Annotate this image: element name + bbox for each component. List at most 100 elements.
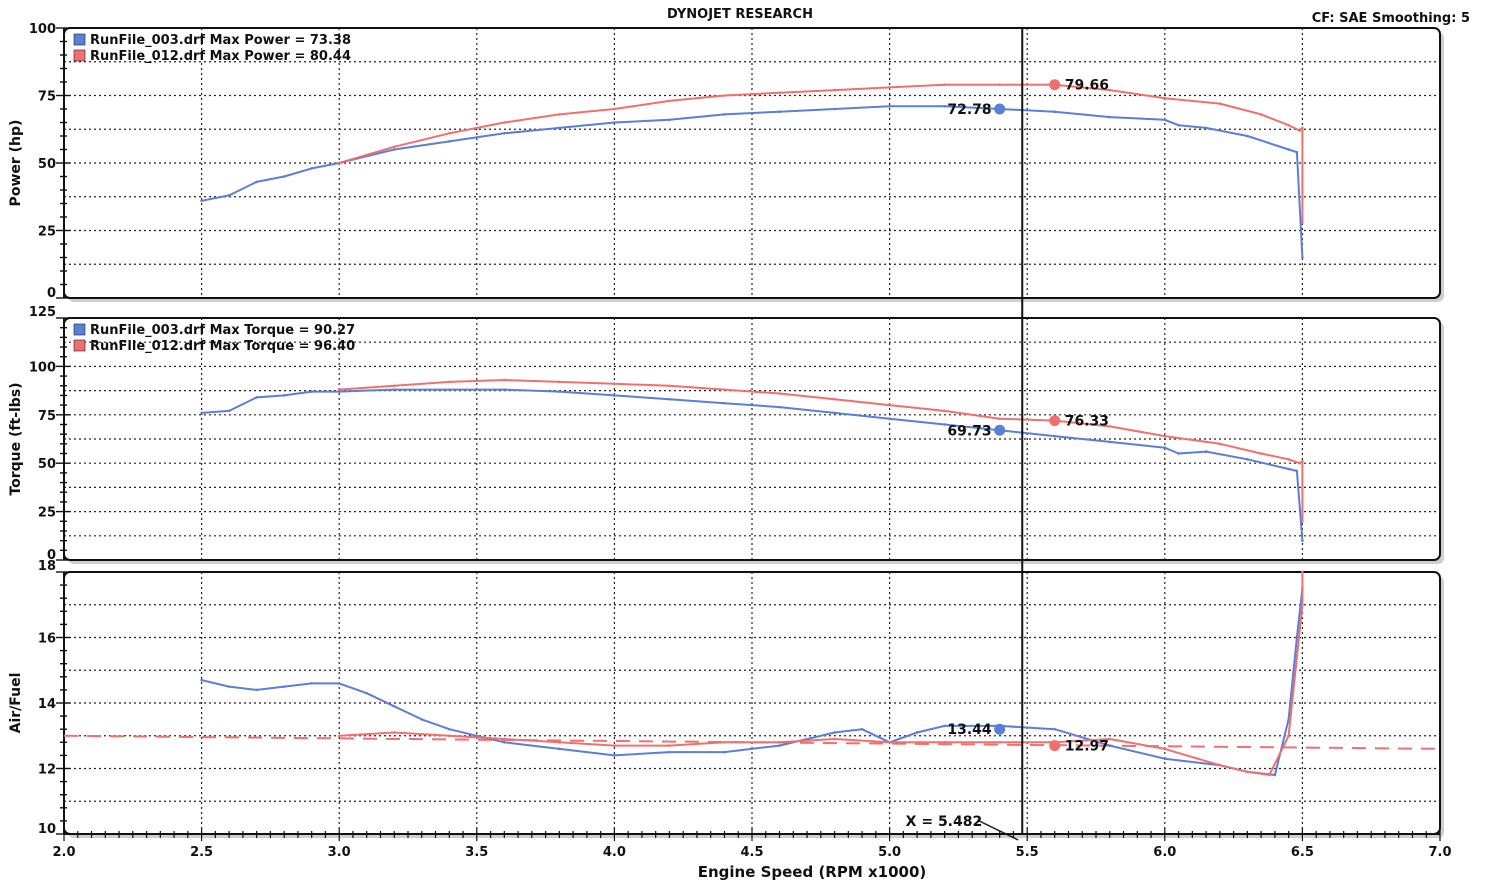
series-line-run_012 [338,83,1304,223]
data-point-run_003 [558,126,561,130]
data-point-run_003 [337,390,341,393]
data-point-run_003 [503,132,506,135]
data-point-run_012 [1301,221,1304,224]
data-point-run_003 [227,685,231,688]
data-point-run_003 [723,401,726,405]
data-point-run_012 [558,741,561,744]
data-point-run_012 [558,113,561,116]
y-tick-label: 50 [38,157,56,172]
data-point-run_003 [1287,467,1290,471]
data-point-run_012 [1287,458,1290,461]
data-point-run_003 [1053,727,1057,731]
data-point-run_003 [255,396,258,399]
data-point-run_003 [888,417,891,420]
data-point-run_012 [503,737,506,741]
data-point-run_012 [1163,747,1167,751]
data-point-run_012 [1108,737,1112,741]
data-point-run_003 [503,388,506,391]
marker-value-label: 72.78 [947,102,991,118]
data-point-run_003 [860,727,864,731]
marker-value-label: 13.44 [947,722,992,738]
legend-label: RunFile_003.drf Max Torque = 90.27 [90,323,355,338]
series-line-run_003 [201,588,1304,776]
marker-run_003 [994,103,1006,115]
data-point-run_012 [337,161,341,165]
data-point-run_012 [998,741,1001,744]
marker-value-label: 76.33 [1065,414,1109,430]
data-point-run_003 [392,388,396,391]
y-axis-label: Power (hp) [8,120,24,207]
data-point-run_012 [888,86,891,89]
data-point-run_003 [833,107,836,111]
legend-swatch-run_012 [73,49,86,62]
data-point-run_003 [1301,539,1304,542]
data-point-run_012 [668,99,671,103]
marker-value-label: 69.73 [947,423,991,439]
data-point-run_003 [613,121,616,124]
y-tick-label: 10 [38,822,56,837]
data-point-run_003 [1177,452,1180,455]
data-point-run_012 [1218,763,1222,767]
data-point-run_003 [337,682,341,685]
data-point-run_012 [392,731,396,734]
data-point-run_012 [392,384,396,388]
data-point-run_012 [1301,570,1304,574]
x-tick-label: 2.5 [190,845,213,860]
data-point-run_003 [915,731,919,734]
data-point-run_003 [282,685,286,688]
data-point-run_003 [1295,469,1299,473]
data-point-run_012 [1246,770,1249,774]
data-point-run_003 [833,411,836,415]
data-point-run_012 [337,388,341,391]
x-axis-label: Engine Speed (RPM x1000) [698,863,927,881]
marker-run_003 [994,723,1006,735]
data-point-run_003 [613,754,616,757]
data-point-run_003 [503,741,506,744]
x-tick-label: 6.5 [1291,845,1314,860]
data-point-run_003 [310,682,313,685]
data-point-run_003 [778,405,781,409]
data-point-run_003 [200,199,203,203]
data-point-run_003 [420,718,424,721]
data-point-run_003 [943,724,946,728]
data-point-run_003 [1204,126,1208,130]
data-point-run_003 [282,394,286,397]
panel-torque: 0 25 50 75 100 125 Torque (ft-lbs) 69.73 76.33 Ru… [8,305,1444,564]
y-axis-label: Torque (ft-lbs) [8,382,24,495]
y-tick-label: 12 [38,763,56,778]
data-point-run_003 [200,411,203,415]
y-tick-label: 14 [38,697,56,712]
data-point-run_003 [723,750,726,754]
x-tick-label: 3.0 [328,845,351,860]
data-point-run_003 [1177,123,1180,127]
data-point-run_003 [227,409,231,413]
data-point-run_012 [833,88,836,92]
x-tick-label: 6.0 [1153,845,1176,860]
data-point-run_012 [613,744,616,747]
data-point-run_012 [337,734,341,738]
data-point-run_003 [1163,118,1167,122]
data-point-run_003 [1053,110,1057,113]
data-point-run_012 [888,741,891,744]
data-point-run_012 [1287,123,1290,127]
data-point-run_012 [1218,442,1222,446]
x-tick-label: 5.5 [1016,845,1039,860]
data-point-run_003 [1108,115,1112,119]
y-tick-label: 125 [29,305,56,320]
data-point-run_012 [723,388,726,391]
data-point-run_003 [227,194,231,197]
chart-settings: CF: SAE Smoothing: 5 [1312,11,1470,26]
data-point-run_012 [1301,519,1304,523]
data-point-run_012 [668,744,671,747]
marker-run_012 [1049,79,1061,91]
data-point-run_003 [1108,440,1112,444]
data-point-run_012 [943,83,946,86]
data-point-run_003 [310,390,313,393]
data-point-run_003 [1295,636,1299,639]
data-point-run_012 [1259,452,1263,455]
legend-swatch-run_003 [73,33,86,46]
data-point-run_012 [1301,603,1304,607]
data-point-run_012 [723,741,726,744]
